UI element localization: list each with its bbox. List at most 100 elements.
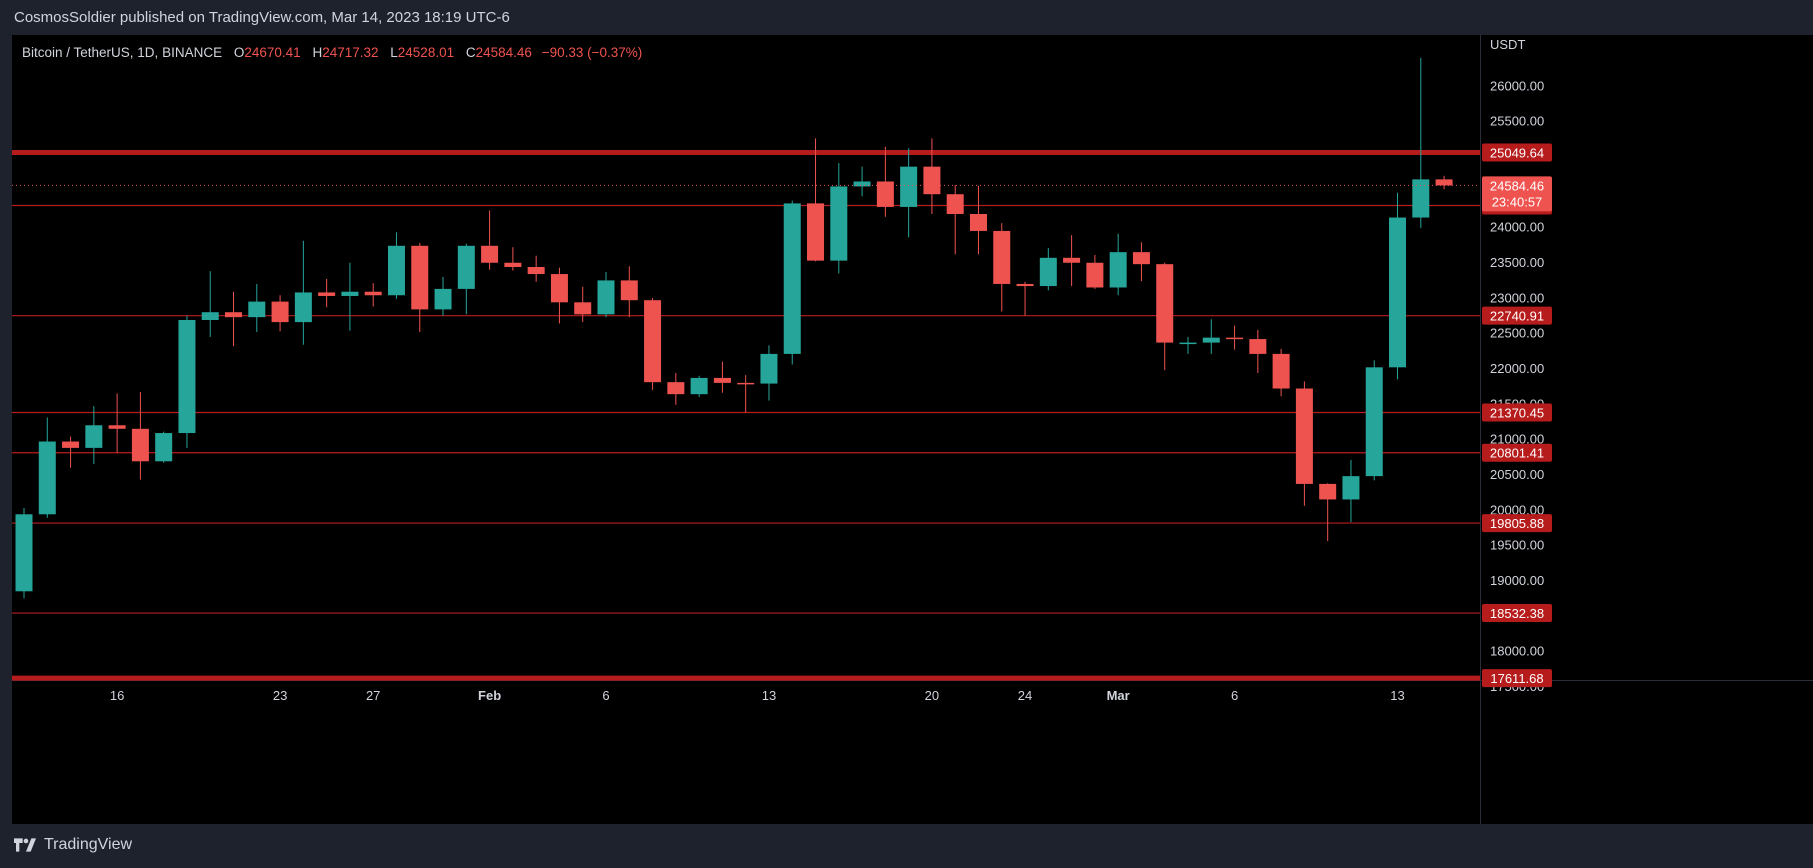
candle-body[interactable] xyxy=(62,441,80,448)
candle-body[interactable] xyxy=(1086,262,1104,288)
candle-body[interactable] xyxy=(1156,264,1174,343)
level-price-tag xyxy=(1482,403,1552,422)
tradingview-logo-icon xyxy=(14,838,36,852)
candle-body[interactable] xyxy=(620,280,638,301)
candle-body[interactable] xyxy=(131,428,149,462)
candle-body[interactable] xyxy=(1342,476,1360,500)
candle-body[interactable] xyxy=(969,213,987,231)
candle-body[interactable] xyxy=(481,245,499,263)
candle-body[interactable] xyxy=(457,245,475,289)
candle-body[interactable] xyxy=(1435,179,1453,186)
candle-body[interactable] xyxy=(318,292,336,296)
high-label: H xyxy=(312,45,323,60)
level-price-tag xyxy=(1482,143,1552,162)
candle-body[interactable] xyxy=(108,425,126,429)
candle-body[interactable] xyxy=(574,302,592,315)
candle-body[interactable] xyxy=(294,292,312,323)
candle-body[interactable] xyxy=(1063,257,1081,263)
chart-area[interactable]: USDT17500.0018000.0018500.0019000.001950… xyxy=(12,35,1813,824)
price-tick-label: 20500.00 xyxy=(1490,467,1544,482)
candle-body[interactable] xyxy=(38,441,56,515)
candle-body[interactable] xyxy=(597,280,615,315)
candle-body[interactable] xyxy=(737,382,755,385)
close-label: C xyxy=(465,45,476,60)
candle-body[interactable] xyxy=(876,181,894,207)
level-price-tag xyxy=(1482,604,1552,623)
price-tick-label: 25500.00 xyxy=(1490,114,1544,129)
candle-body[interactable] xyxy=(341,291,359,296)
candle-body[interactable] xyxy=(15,514,33,592)
level-price-label: 20801.41 xyxy=(1490,446,1544,461)
time-tick-label: 6 xyxy=(602,688,609,703)
candle-body[interactable] xyxy=(1109,252,1127,288)
candle-body[interactable] xyxy=(1039,257,1057,287)
candle-body[interactable] xyxy=(248,301,266,318)
candle-body[interactable] xyxy=(434,288,452,310)
tradingview-footer[interactable]: TradingView xyxy=(14,836,132,854)
candle-body[interactable] xyxy=(853,181,871,187)
candle-body[interactable] xyxy=(760,353,778,384)
candle-body[interactable] xyxy=(1202,337,1220,343)
candle-body[interactable] xyxy=(1016,283,1034,287)
time-tick-label: 23 xyxy=(273,688,287,703)
candle-body[interactable] xyxy=(1365,367,1383,477)
last-price-tag xyxy=(1482,176,1552,212)
level-price-tag xyxy=(1482,514,1552,533)
time-tick-label: 6 xyxy=(1231,688,1238,703)
candle-body[interactable] xyxy=(201,312,219,320)
candle-body[interactable] xyxy=(1412,179,1430,218)
candle-body[interactable] xyxy=(783,203,801,354)
candle-body[interactable] xyxy=(644,300,662,383)
candle-body[interactable] xyxy=(1319,483,1337,500)
candle-body[interactable] xyxy=(1389,217,1407,368)
candle-body[interactable] xyxy=(550,274,568,303)
level-price-label: 17611.68 xyxy=(1490,671,1543,686)
candle-body[interactable] xyxy=(1226,337,1244,340)
price-tick-label: 22000.00 xyxy=(1490,361,1544,376)
time-tick-label: 24 xyxy=(1018,688,1032,703)
candle-body[interactable] xyxy=(364,291,382,296)
time-tick-label: Mar xyxy=(1107,688,1130,703)
candle-body[interactable] xyxy=(807,203,825,261)
candle-body[interactable] xyxy=(993,230,1011,284)
candle-body[interactable] xyxy=(271,301,289,323)
candle-body[interactable] xyxy=(713,377,731,383)
candle-body[interactable] xyxy=(178,319,196,434)
last-price-label: 24584.46 xyxy=(1490,178,1544,193)
candle-body[interactable] xyxy=(155,433,173,462)
candle-body[interactable] xyxy=(411,245,429,310)
candle-body[interactable] xyxy=(387,245,405,296)
publisher-header: CosmosSoldier published on TradingView.c… xyxy=(14,9,510,26)
time-tick-label: 16 xyxy=(110,688,124,703)
level-price-label: 25049.64 xyxy=(1490,146,1544,161)
price-tick-label: 22500.00 xyxy=(1490,326,1544,341)
tradingview-brand: TradingView xyxy=(44,836,133,853)
candle-body[interactable] xyxy=(830,186,848,261)
price-tick-label: 24000.00 xyxy=(1490,220,1544,235)
candle-body[interactable] xyxy=(900,166,918,207)
candle-body[interactable] xyxy=(690,377,708,395)
candle-body[interactable] xyxy=(85,425,103,448)
candle-body[interactable] xyxy=(225,312,243,318)
level-price-label: 18532.38 xyxy=(1490,606,1544,621)
chart-background xyxy=(12,35,1813,824)
high-value: 24717.32 xyxy=(322,45,379,60)
candle-body[interactable] xyxy=(1272,353,1290,389)
candle-body[interactable] xyxy=(946,194,964,214)
candle-body[interactable] xyxy=(527,266,545,275)
candle-body[interactable] xyxy=(1179,342,1197,345)
candle-body[interactable] xyxy=(1295,388,1313,484)
candle-body[interactable] xyxy=(1249,339,1267,354)
level-price-label: 21370.45 xyxy=(1490,406,1544,421)
level-price-tag xyxy=(1482,669,1552,688)
candle-body[interactable] xyxy=(923,166,941,195)
candle-body[interactable] xyxy=(1132,252,1150,265)
open-value: 24670.41 xyxy=(244,45,301,60)
candle-body[interactable] xyxy=(504,262,522,267)
candlestick-chart[interactable]: USDT17500.0018000.0018500.0019000.001950… xyxy=(12,35,1813,824)
currency-label: USDT xyxy=(1490,37,1525,52)
symbol-label: Bitcoin / TetherUS, 1D, BINANCE xyxy=(22,45,223,60)
level-price-label: 19805.88 xyxy=(1490,516,1544,531)
candle-body[interactable] xyxy=(667,382,685,395)
price-tick-label: 21000.00 xyxy=(1490,432,1544,447)
